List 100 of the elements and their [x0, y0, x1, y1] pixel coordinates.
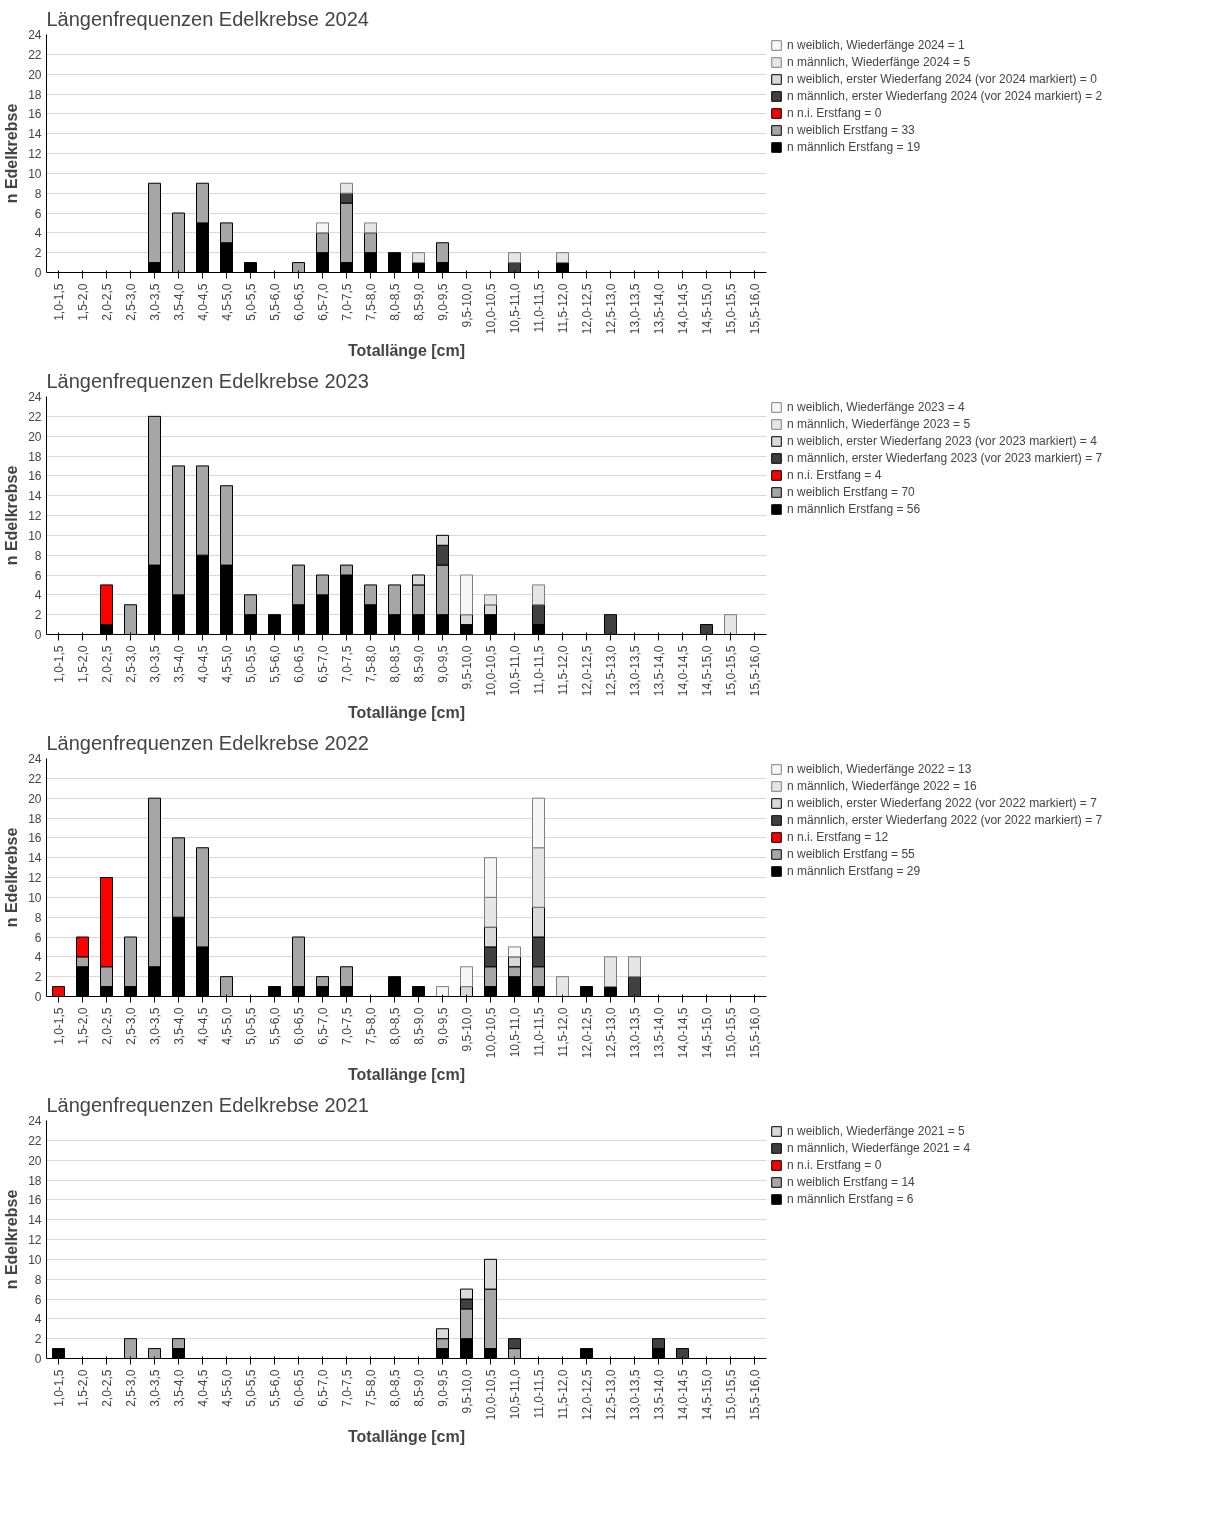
x-tick-label: 2,0-2,5	[100, 1369, 114, 1407]
chart-title: Längenfrequenzen Edelkrebse 2023	[46, 369, 369, 392]
x-tick-label: 8,0-8,5	[388, 1369, 402, 1407]
y-axis-title: n Edelkrebse	[3, 1189, 21, 1290]
legend-label: n weiblich, Wiederfänge 2024 = 1	[787, 38, 965, 52]
x-tick-label: 3,0-3,5	[148, 283, 162, 321]
x-tick-label: 13,0-13,5	[628, 1007, 642, 1059]
x-tick-label: 14,0-14,5	[676, 283, 690, 335]
y-tick-label: 14	[28, 489, 42, 504]
x-tick-label: 8,5-9,0	[412, 1007, 426, 1045]
x-tick-label: 7,0-7,5	[340, 645, 354, 683]
legend-label: n männlich, Wiederfänge 2024 = 5	[787, 55, 971, 69]
legend-label: n weiblich, Wiederfänge 2023 = 4	[787, 400, 965, 414]
y-tick-label: 8	[34, 1272, 42, 1287]
chart-title: Längenfrequenzen Edelkrebse 2022	[46, 731, 369, 754]
y-tick-label: 0	[34, 1352, 42, 1366]
y-tick-label: 4	[34, 950, 42, 965]
y-tick-label: 16	[28, 469, 42, 484]
y-tick-label: 2	[34, 970, 42, 985]
x-tick-label: 13,0-13,5	[628, 1369, 642, 1421]
y-tick-label: 22	[28, 1133, 42, 1148]
y-tick-label: 0	[34, 266, 42, 280]
x-tick-label: 7,5-8,0	[364, 283, 378, 321]
x-tick-label: 4,0-4,5	[196, 645, 210, 683]
x-tick-label: 14,5-15,0	[700, 1007, 714, 1059]
chart-title: Längenfrequenzen Edelkrebse 2021	[46, 1093, 369, 1116]
bar	[724, 614, 737, 635]
y-tick-label: 14	[28, 1213, 42, 1228]
x-tick-label: 12,0-12,5	[580, 1007, 594, 1059]
y-axis-title: n Edelkrebse	[3, 465, 21, 566]
y-tick-label: 12	[28, 871, 42, 885]
y-tick-label: 10	[28, 890, 42, 905]
legend-label: n weiblich Erstfang = 33	[787, 123, 915, 137]
y-tick-label: 10	[28, 166, 42, 181]
x-tick-label: 5,0-5,5	[244, 1007, 258, 1045]
y-tick-label: 16	[28, 107, 42, 122]
y-tick-label: 12	[28, 509, 42, 523]
x-tick-label: 2,5-3,0	[124, 1007, 138, 1045]
x-tick-label: 15,5-16,0	[748, 1007, 762, 1059]
x-tick-label: 2,0-2,5	[100, 1007, 114, 1045]
x-tick-label: 4,0-4,5	[196, 283, 210, 321]
legend-label: n weiblich Erstfang = 70	[787, 485, 915, 499]
x-tick-label: 5,5-6,0	[268, 1007, 282, 1045]
x-tick-label: 8,0-8,5	[388, 645, 402, 683]
x-tick-label: 14,0-14,5	[676, 1007, 690, 1059]
y-tick-label: 18	[28, 87, 42, 102]
x-tick-label: 13,5-14,0	[652, 283, 666, 335]
legend-label: n weiblich, erster Wiederfang 2023 (vor 2023 markiert) = 4	[787, 434, 1097, 448]
x-tick-label: 5,0-5,5	[244, 645, 258, 683]
y-tick-label: 2	[34, 1332, 42, 1347]
x-tick-label: 1,5-2,0	[76, 283, 90, 321]
x-tick-label: 5,5-6,0	[268, 1369, 282, 1407]
x-tick-label: 1,0-1,5	[52, 1369, 66, 1407]
x-tick-label: 13,5-14,0	[652, 645, 666, 697]
y-tick-label: 0	[34, 628, 42, 642]
y-tick-label: 20	[28, 1153, 42, 1168]
x-tick-label: 10,0-10,5	[484, 645, 498, 697]
bar	[556, 976, 569, 997]
y-tick-label: 20	[28, 67, 42, 82]
x-tick-label: 7,0-7,5	[340, 283, 354, 321]
x-tick-label: 12,5-13,0	[604, 283, 618, 335]
x-tick-label: 3,5-4,0	[172, 283, 186, 321]
x-tick-label: 13,5-14,0	[652, 1007, 666, 1059]
x-tick-label: 6,0-6,5	[292, 1007, 306, 1045]
y-tick-label: 24	[28, 1114, 42, 1128]
y-tick-label: 4	[34, 1312, 42, 1327]
x-tick-label: 9,5-10,0	[460, 645, 474, 690]
legend-label: n weiblich, Wiederfänge 2022 = 13	[787, 762, 972, 776]
x-tick-label: 6,0-6,5	[292, 283, 306, 321]
y-tick-label: 18	[28, 449, 42, 464]
x-tick-label: 12,5-13,0	[604, 1369, 618, 1421]
x-tick-label: 4,0-4,5	[196, 1007, 210, 1045]
x-tick-label: 2,5-3,0	[124, 1369, 138, 1407]
bar	[604, 956, 617, 988]
y-tick-label: 6	[34, 206, 42, 221]
bar	[556, 252, 569, 264]
x-tick-label: 1,5-2,0	[76, 645, 90, 683]
y-tick-label: 16	[28, 831, 42, 846]
x-tick-label: 10,5-11,0	[508, 1369, 522, 1420]
x-tick-label: 5,0-5,5	[244, 283, 258, 321]
y-tick-label: 12	[28, 1233, 42, 1247]
x-tick-label: 11,0-11,5	[532, 1369, 546, 1419]
x-tick-label: 11,5-12,0	[556, 1007, 570, 1058]
legend-label: n n.i. Erstfang = 4	[787, 468, 882, 482]
legend-label: n männlich Erstfang = 19	[787, 140, 921, 154]
x-tick-label: 9,5-10,0	[460, 1369, 474, 1414]
y-tick-label: 4	[34, 226, 42, 241]
y-tick-label: 2	[34, 246, 42, 261]
legend-label: n n.i. Erstfang = 12	[787, 830, 889, 844]
x-tick-label: 7,0-7,5	[340, 1007, 354, 1045]
x-tick-label: 1,0-1,5	[52, 283, 66, 321]
x-tick-label: 1,0-1,5	[52, 645, 66, 683]
x-tick-label: 12,0-12,5	[580, 645, 594, 697]
x-tick-label: 10,5-11,0	[508, 645, 522, 696]
legend-label: n männlich, erster Wiederfang 2024 (vor 2024 markiert) = 2	[787, 89, 1103, 103]
x-tick-label: 12,5-13,0	[604, 645, 618, 697]
legend-label: n n.i. Erstfang = 0	[787, 106, 882, 120]
y-tick-label: 22	[28, 771, 42, 786]
y-tick-label: 20	[28, 791, 42, 806]
x-tick-label: 7,5-8,0	[364, 1007, 378, 1045]
